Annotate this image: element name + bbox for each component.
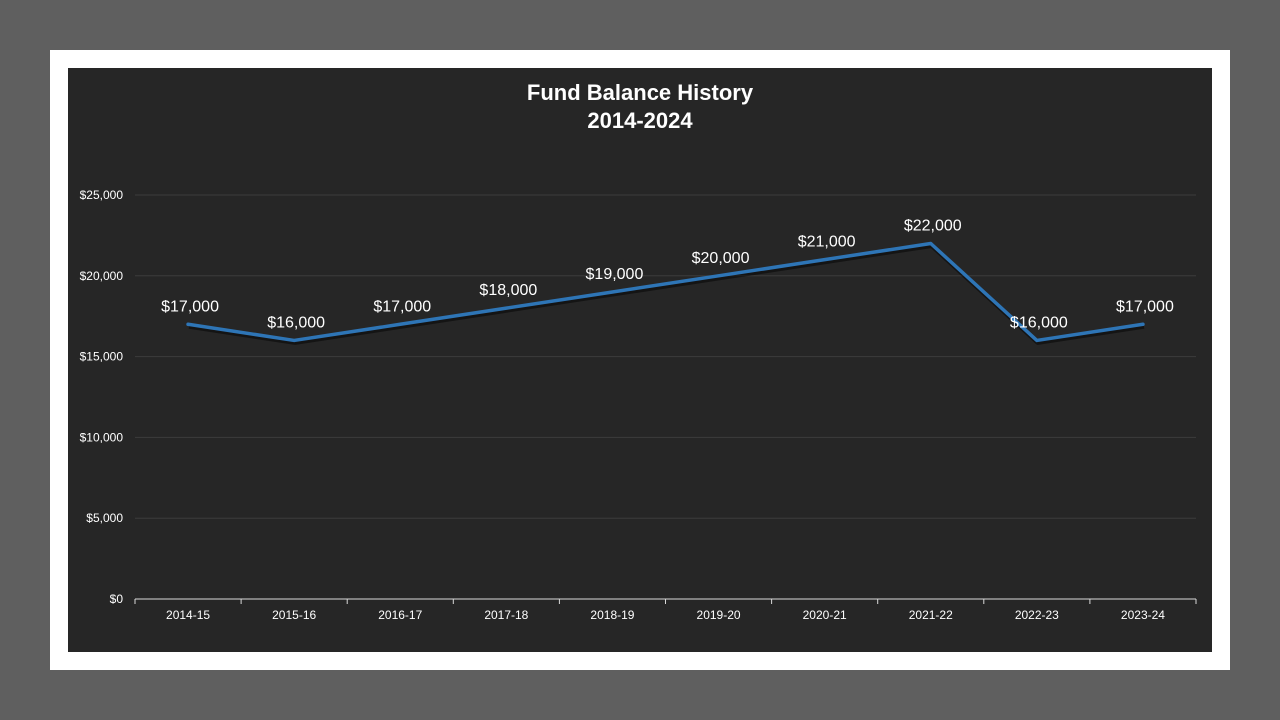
y-tick-label: $20,000: [80, 269, 124, 283]
series-line-group: [186, 241, 1145, 345]
data-label: $21,000: [798, 234, 856, 251]
series-line: [186, 241, 1145, 343]
data-labels: $17,000 $16,000 $17,000 $18,000 $19,000 $20,0…: [161, 217, 1174, 331]
data-label: $16,000: [267, 314, 325, 331]
x-axis-tick-labels: 2014-15 2015-16 2016-17 2017-18 2018-19 2019-…: [166, 608, 1165, 622]
data-label: $22,000: [904, 217, 962, 234]
y-tick-label: $5,000: [86, 511, 123, 525]
data-label: $18,000: [479, 282, 537, 299]
data-label: $16,000: [1010, 314, 1068, 331]
x-tick-label: 2021-22: [909, 608, 953, 622]
x-tick-label: 2014-15: [166, 608, 210, 622]
x-axis: [134, 598, 1197, 604]
data-label: $19,000: [586, 266, 644, 283]
gridlines: [135, 194, 1196, 519]
x-tick-label: 2020-21: [803, 608, 847, 622]
chart-subtitle: 2014-2024: [587, 108, 693, 133]
y-tick-label: $0: [110, 592, 124, 606]
series-line-shadow: [188, 242, 1145, 345]
x-tick-label: 2023-24: [1121, 608, 1165, 622]
x-tick-label: 2019-20: [697, 608, 741, 622]
chart-title: Fund Balance History: [527, 80, 754, 105]
data-label: $17,000: [161, 298, 219, 315]
chart-area: Fund Balance History 2014-2024 $0 $5,000 $…: [68, 68, 1212, 652]
data-label: $17,000: [1116, 298, 1174, 315]
y-tick-label: $15,000: [80, 350, 124, 364]
data-label: $20,000: [692, 250, 750, 267]
x-tick-label: 2022-23: [1015, 608, 1059, 622]
y-axis-tick-labels: $0 $5,000 $10,000 $15,000 $20,000 $25,000: [80, 188, 124, 606]
line-chart: Fund Balance History 2014-2024 $0$5,000$…: [80, 80, 1197, 622]
x-tick-label: 2018-19: [590, 608, 634, 622]
y-tick-label: $10,000: [80, 430, 124, 444]
data-label: $17,000: [373, 298, 431, 315]
y-tick-label: $25,000: [80, 188, 124, 202]
x-tick-label: 2017-18: [484, 608, 528, 622]
x-tick-label: 2016-17: [378, 608, 422, 622]
x-tick-label: 2015-16: [272, 608, 316, 622]
